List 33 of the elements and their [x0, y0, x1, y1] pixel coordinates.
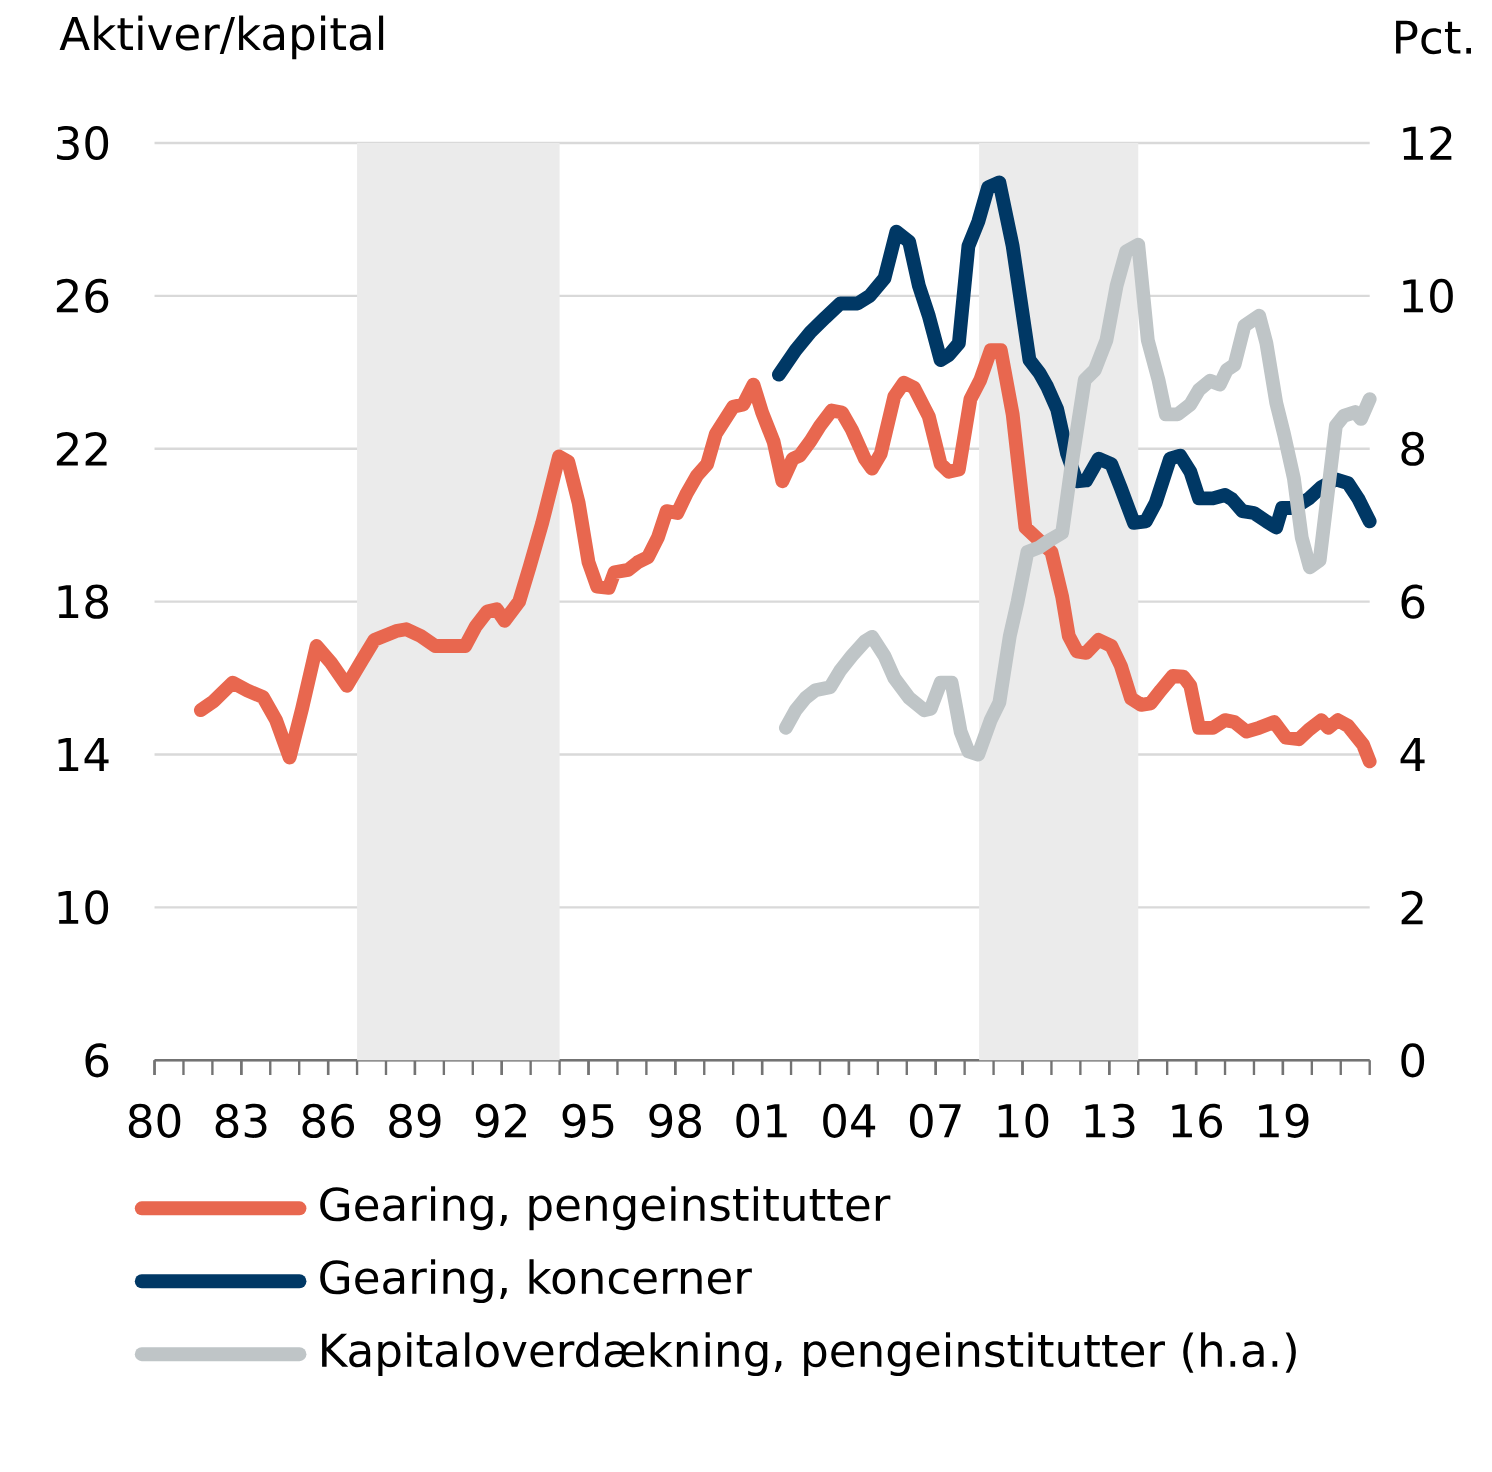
- y-tick-label: 18: [58, 584, 109, 619]
- legend-label: Kapitaloverdækning, pengeinstitutter (h.a.): [322, 1332, 1296, 1377]
- y2-tick-label: 12: [1403, 126, 1452, 160]
- x-tick-label: 13: [1085, 1103, 1135, 1139]
- y2-tick-label: 0: [1401, 1043, 1425, 1078]
- y2-axis-title: Pct.: [1396, 20, 1471, 55]
- y-axis-title: Aktiver/kapital: [59, 15, 384, 60]
- x-tick-label: 19: [1259, 1103, 1309, 1139]
- y2-tick-label: 6: [1401, 584, 1425, 619]
- x-tick-label: 83: [215, 1103, 267, 1139]
- x-tick-label: 10: [998, 1103, 1049, 1139]
- y2-tick-label: 2: [1401, 890, 1423, 925]
- x-tick-label: 86: [302, 1103, 355, 1139]
- x-tick-label: 04: [823, 1103, 876, 1139]
- x-tick-label: 95: [562, 1103, 614, 1139]
- y-tick-label: 14: [58, 738, 109, 772]
- y-tick-label: 10: [58, 890, 109, 925]
- y2-tick-label: 10: [1403, 278, 1453, 314]
- legend-label: Gearing, pengeinstitutter: [320, 1186, 891, 1231]
- x-tick-label: 07: [909, 1103, 961, 1139]
- x-tick-label: 80: [128, 1103, 181, 1139]
- y-tick-label: 26: [56, 278, 109, 314]
- y2-tick-label: 4: [1400, 738, 1425, 772]
- x-tick-label: 16: [1172, 1103, 1223, 1139]
- legend-label: Gearing, koncerner: [320, 1259, 752, 1304]
- y2-tick-label: 8: [1401, 431, 1425, 467]
- y-tick-label: 6: [85, 1043, 109, 1078]
- x-tick-label: 01: [736, 1103, 787, 1139]
- y-tick-label: 30: [57, 126, 109, 161]
- y-tick-label: 22: [56, 432, 107, 466]
- x-tick-label: 92: [475, 1103, 526, 1139]
- x-tick-label: 98: [649, 1103, 701, 1139]
- x-tick-label: 89: [389, 1103, 441, 1139]
